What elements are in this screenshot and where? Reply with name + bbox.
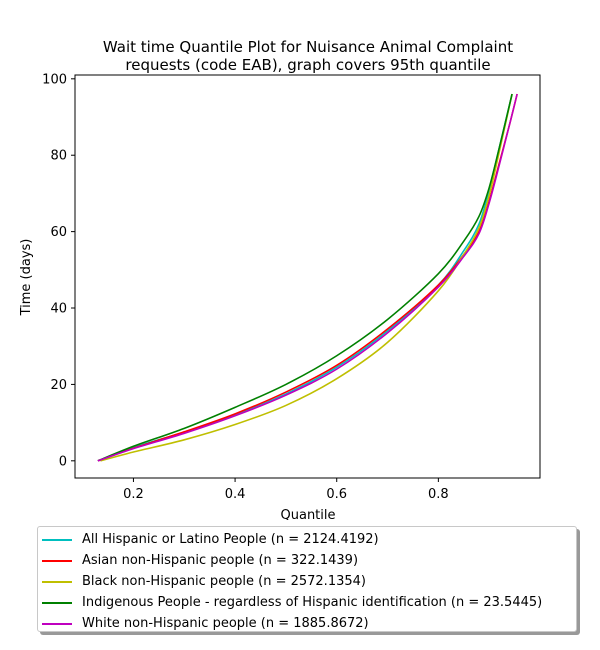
- series-line-black-non-hispanic-people: [100, 93, 513, 462]
- legend-swatch: [42, 538, 72, 541]
- x-axis-ticks: 0.2 0.4 0.6 0.8: [123, 478, 449, 502]
- legend-swatch: [42, 601, 72, 604]
- legend-label: All Hispanic or Latino People (n = 2124.…: [82, 532, 379, 547]
- legend-entry-asian: Asian non-Hispanic people (n = 322.1439): [42, 550, 576, 571]
- x-tick-label: 0.2: [123, 487, 144, 502]
- series-line-indigenous-people-regardless-of-hispanic-identification: [97, 93, 513, 462]
- quantile-chart: Wait time Quantile Plot for Nuisance Ani…: [19, 38, 541, 520]
- x-tick-label: 0.8: [428, 487, 449, 502]
- legend-entry-indigenous: Indigenous People - regardless of Hispan…: [42, 592, 576, 613]
- y-tick-label: 60: [50, 225, 67, 240]
- chart-legend: All Hispanic or Latino People (n = 2124.…: [37, 526, 577, 632]
- y-axis-ticks: 0 20 40 60 80 100: [42, 72, 75, 469]
- chart-title-line-2: requests (code EAB), graph covers 95th q…: [125, 56, 490, 74]
- legend-swatch: [42, 622, 72, 625]
- y-tick-label: 20: [50, 378, 67, 393]
- x-tick-label: 0.6: [326, 487, 347, 502]
- series-line-all-hispanic-or-latino-people: [97, 93, 513, 462]
- plot-frame: [74, 74, 541, 479]
- legend-label: Black non-Hispanic people (n = 2572.1354…: [82, 574, 366, 589]
- legend-label: Asian non-Hispanic people (n = 322.1439): [82, 553, 359, 568]
- legend-swatch: [42, 559, 72, 562]
- x-axis-label: Quantile: [281, 508, 336, 520]
- legend-entry-black: Black non-Hispanic people (n = 2572.1354…: [42, 571, 576, 592]
- series-layer: [97, 93, 518, 462]
- y-tick-label: 100: [42, 72, 67, 87]
- y-axis-label: Time (days): [19, 239, 34, 317]
- legend-entry-hispanic: All Hispanic or Latino People (n = 2124.…: [42, 529, 576, 550]
- legend-label: White non-Hispanic people (n = 1885.8672…: [82, 616, 369, 631]
- legend-swatch: [42, 580, 72, 583]
- series-line-white-non-hispanic-people: [97, 93, 518, 462]
- chart-title-line-1: Wait time Quantile Plot for Nuisance Ani…: [103, 38, 513, 56]
- x-tick-label: 0.4: [225, 487, 246, 502]
- y-tick-label: 0: [59, 454, 67, 469]
- y-tick-label: 80: [50, 149, 67, 164]
- legend-label: Indigenous People - regardless of Hispan…: [82, 595, 543, 610]
- y-tick-label: 40: [50, 302, 67, 317]
- series-line-asian-non-hispanic-people: [97, 93, 518, 462]
- legend-entry-white: White non-Hispanic people (n = 1885.8672…: [42, 613, 576, 634]
